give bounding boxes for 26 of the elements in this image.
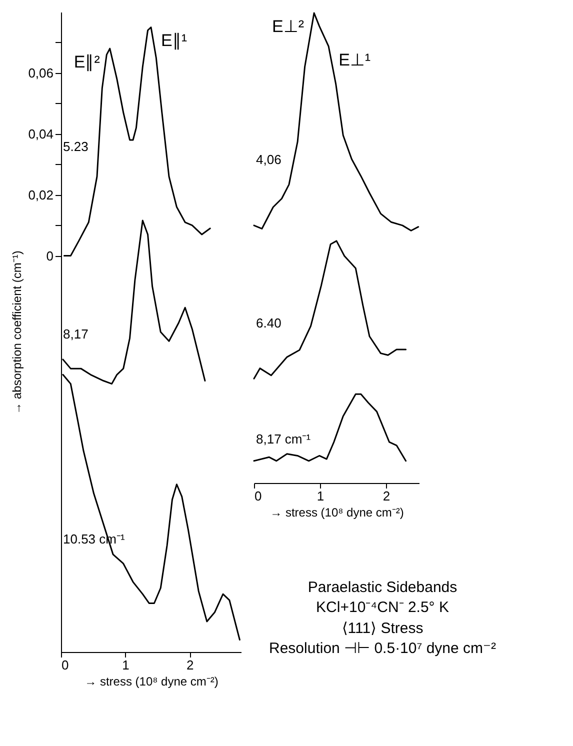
annotation: E⊥² [272,17,304,36]
x-tick-label: 2 [186,658,194,672]
x-tick-label: 1 [122,658,130,672]
x-tick-label: 0 [254,488,262,504]
x-axis-title: → stress (10⁸ dyne cm⁻²) [84,674,218,688]
annotation: E∥¹ [161,31,188,50]
annotation: E∥² [74,52,100,72]
text: ⟨111⟩ Stress [340,618,424,638]
text: KCl+10⁻⁴CN⁻ 2.5° K [315,598,450,618]
x-axis-title: → stress (10⁸ dyne cm⁻²) [270,506,404,520]
annotation: E⊥¹ [338,50,371,70]
series-label: 6.40 [256,315,282,330]
series-label: 5.23 [63,139,88,154]
y-tick-label: 0,02 [28,187,54,202]
y-axis-title: → absorption coefficient (cm⁻¹) [10,250,24,414]
text: Resolution ⊣⊢ 0.5·10⁷ dyne cm⁻² [269,638,496,659]
y-tick-label: 0,04 [28,126,54,142]
x-tick-label: 0 [62,658,69,672]
y-tick-label: 0,06 [28,65,54,80]
series-label: 8,17 cm⁻¹ [256,432,312,447]
series-label: 8,17 [63,326,88,342]
x-tick-label: 1 [316,488,324,504]
y-tick-label: 0 [46,248,54,264]
text: Paraelastic Sidebands [306,578,458,598]
series-label: 4,06 [256,152,282,168]
x-tick-label: 2 [382,488,390,504]
